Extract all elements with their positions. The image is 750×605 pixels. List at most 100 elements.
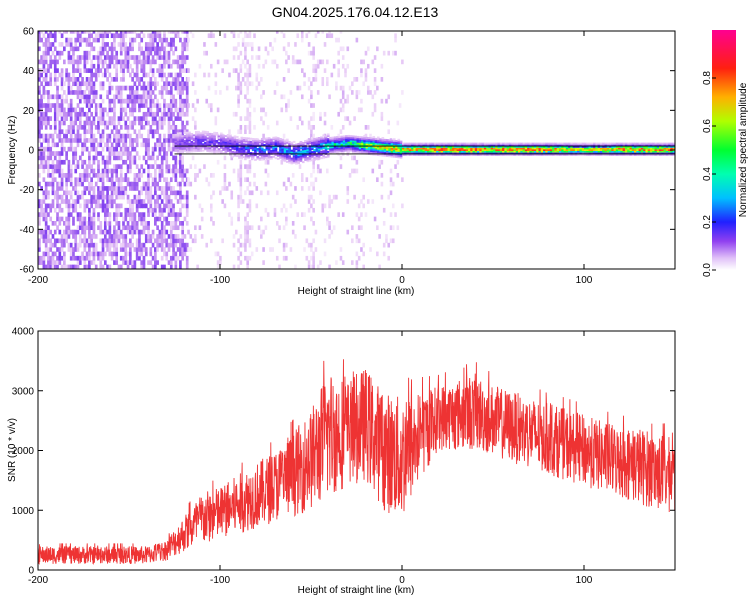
heatmap-cell	[103, 164, 107, 169]
heatmap-cell	[458, 144, 462, 147]
heatmap-cell	[67, 247, 71, 252]
heatmap-cell	[622, 153, 626, 156]
heatmap-cell	[42, 103, 46, 108]
heatmap-cell	[133, 194, 137, 200]
heatmap-cell	[197, 132, 200, 135]
heatmap-cell	[113, 111, 116, 117]
heatmap-cell	[281, 146, 285, 149]
heatmap-cell	[366, 63, 370, 69]
heatmap-cell	[90, 85, 93, 91]
heatmap-cell	[287, 177, 290, 183]
heatmap-cell	[183, 242, 187, 248]
heatmap-cell	[138, 177, 141, 183]
heatmap-cell	[622, 144, 626, 147]
heatmap-cell	[108, 251, 112, 257]
heatmap-cell	[131, 85, 134, 91]
heatmap-cell	[154, 212, 157, 217]
heatmap-cell	[312, 159, 315, 165]
heatmap-cell	[289, 90, 293, 95]
heatmap-cell	[513, 142, 517, 145]
heatmap-cell	[307, 260, 311, 265]
heatmap-cell	[163, 138, 166, 143]
heatmap-cell	[129, 42, 132, 47]
heatmap-cell	[69, 247, 73, 252]
heatmap-cell	[609, 152, 612, 155]
heatmap-cell	[558, 152, 562, 155]
heatmap-cell	[101, 133, 105, 139]
heatmap-cell	[147, 55, 150, 60]
heatmap-cell	[74, 177, 78, 183]
heatmap-cell	[160, 68, 164, 73]
heatmap-cell	[163, 33, 166, 39]
heatmap-cell	[231, 147, 235, 150]
heatmap-cell	[169, 63, 173, 69]
heatmap-cell	[69, 116, 73, 121]
heatmap-cell	[60, 216, 64, 222]
heatmap-cell	[92, 194, 96, 200]
heatmap-cell	[169, 212, 173, 217]
heatmap-cell	[458, 152, 462, 155]
heatmap-cell	[154, 103, 157, 108]
heatmap-cell	[402, 152, 405, 155]
heatmap-cell	[69, 203, 73, 209]
heatmap-cell	[206, 146, 210, 149]
heatmap-cell	[229, 153, 232, 156]
heatmap-cell	[60, 116, 64, 121]
heatmap-cell	[347, 141, 351, 144]
heatmap-cell	[345, 143, 348, 146]
heatmap-cell	[299, 158, 303, 161]
heatmap-cell	[74, 242, 78, 248]
heatmap-cell	[174, 194, 178, 200]
heatmap-cell	[386, 143, 389, 146]
heatmap-cell	[124, 190, 128, 196]
heatmap-cell	[310, 94, 313, 100]
heatmap-cell	[486, 147, 489, 150]
heatmap-cell	[260, 141, 264, 144]
heatmap-cell	[176, 238, 180, 244]
heatmap-cell	[108, 151, 112, 156]
heatmap-cell	[181, 42, 184, 47]
heatmap-cell	[440, 153, 444, 156]
heatmap-cell	[238, 152, 241, 155]
heatmap-cell	[472, 152, 476, 155]
heatmap-cell	[292, 148, 296, 151]
heatmap-cell	[568, 150, 571, 153]
heatmap-cell	[358, 148, 362, 151]
heatmap-cell	[74, 116, 78, 121]
heatmap-cell	[172, 242, 175, 248]
heatmap-cell	[288, 145, 291, 148]
heatmap-cell	[78, 221, 82, 226]
heatmap-cell	[83, 242, 87, 248]
heatmap-cell	[63, 120, 66, 126]
heatmap-cell	[292, 159, 296, 162]
heatmap-cell	[216, 260, 220, 265]
heatmap-cell	[94, 264, 98, 269]
heatmap-cell	[276, 138, 280, 141]
heatmap-cell	[237, 81, 240, 87]
heatmap-cell	[179, 164, 182, 169]
heatmap-cell	[320, 152, 323, 155]
heatmap-cell	[135, 247, 139, 252]
heatmap-cell	[101, 203, 105, 209]
heatmap-cell	[338, 135, 341, 138]
heatmap-cell	[307, 98, 311, 104]
heatmap-cell	[312, 55, 315, 60]
heatmap-cell	[266, 212, 270, 217]
heatmap-cell	[477, 144, 480, 147]
heatmap-cell	[74, 77, 78, 82]
heatmap-cell	[174, 103, 178, 108]
heatmap-cell	[479, 150, 483, 153]
heatmap-cell	[381, 143, 385, 146]
heatmap-cell	[183, 147, 187, 150]
heatmap-cell	[326, 142, 330, 145]
heatmap-cell	[222, 142, 225, 145]
heatmap-cell	[110, 242, 114, 248]
heatmap-cell	[597, 150, 601, 153]
heatmap-cell	[108, 238, 112, 244]
heatmap-cell	[248, 72, 252, 78]
heatmap-cell	[124, 251, 128, 257]
heatmap-cell	[83, 190, 87, 196]
heatmap-cell	[169, 81, 173, 87]
heatmap-cell	[260, 157, 264, 160]
heatmap-cell	[301, 161, 305, 164]
